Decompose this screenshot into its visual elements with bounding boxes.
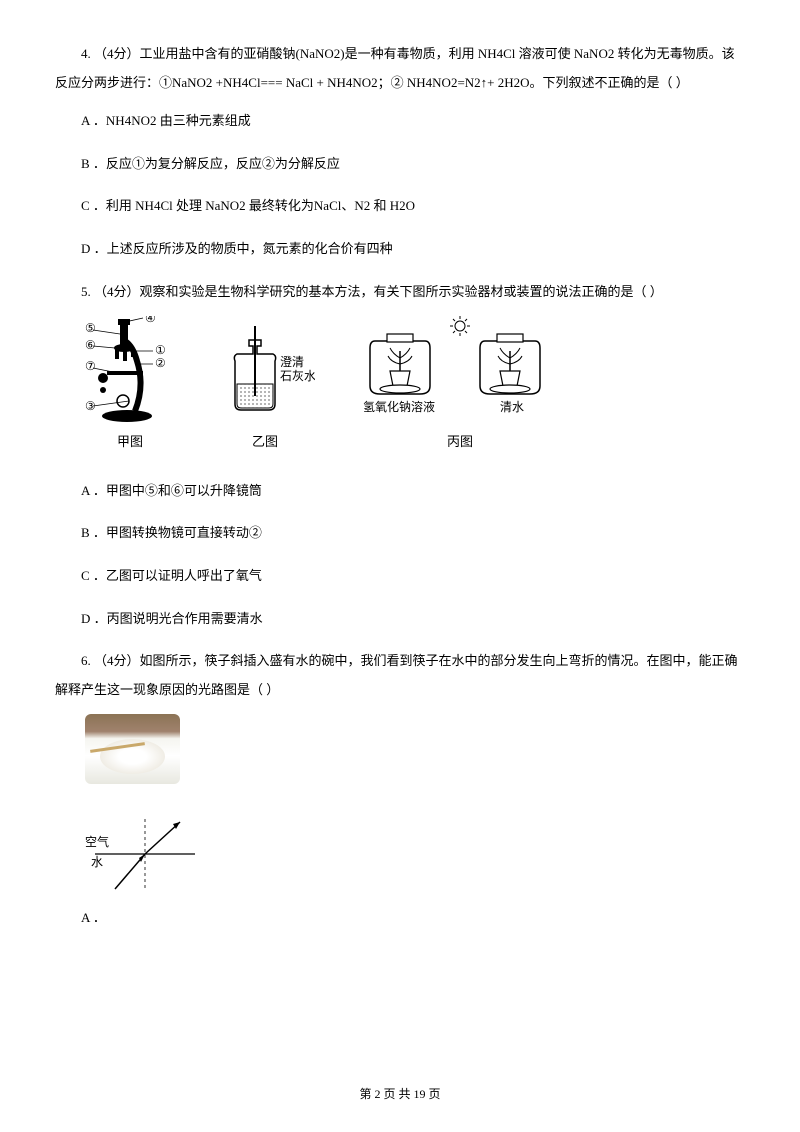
- page-footer: 第 2 页 共 19 页: [0, 1081, 800, 1107]
- q6-text: 6. （4分）如图所示，筷子斜插入盛有水的碗中，我们看到筷子在水中的部分发生向上…: [55, 647, 745, 704]
- fig2-caption: 乙图: [252, 428, 278, 457]
- fig1-caption: 甲图: [117, 428, 143, 457]
- q4-option-d: D ．上述反应所涉及的物质中，氮元素的化合价有四种: [55, 235, 745, 264]
- q4-option-c: C ．利用 NH4Cl 处理 NaNO2 最终转化为NaCl、N2 和 H2O: [55, 192, 745, 221]
- flask-label-2: 石灰水: [280, 369, 315, 383]
- light-diagram: 空气 水: [85, 804, 205, 904]
- plant-svg: 氢氧化钠溶液 清水: [355, 316, 565, 426]
- label-5: ⑤: [85, 321, 96, 335]
- label-1: ①: [155, 343, 166, 357]
- flask-svg: 澄清 石灰水: [215, 326, 315, 426]
- label-6: ⑥: [85, 338, 96, 352]
- figure-microscope: ① ② ③ ④ ⑤ ⑥ ⑦ 甲图: [85, 316, 175, 457]
- q5-option-c: C ．乙图可以证明人呼出了氧气: [55, 562, 745, 591]
- label-7: ⑦: [85, 359, 96, 373]
- flask-label-1: 澄清: [280, 354, 304, 369]
- q5-option-d: D ．丙图说明光合作用需要清水: [55, 605, 745, 634]
- bowl-photo: [85, 714, 180, 784]
- q4-text: 4. （4分）工业用盐中含有的亚硝酸钠(NaNO2)是一种有毒物质，利用 NH4…: [55, 40, 745, 97]
- label-4: ④: [145, 316, 156, 325]
- figure-flask: 澄清 石灰水 乙图: [215, 326, 315, 457]
- fig3-caption: 丙图: [447, 428, 473, 457]
- air-label: 空气: [85, 834, 109, 849]
- plant-label-2: 清水: [500, 400, 524, 414]
- q6-option-a: A ．: [55, 904, 745, 933]
- label-2: ②: [155, 356, 166, 370]
- q5-text: 5. （4分）观察和实验是生物科学研究的基本方法，有关下图所示实验器材或装置的说…: [55, 278, 745, 307]
- microscope-svg: ① ② ③ ④ ⑤ ⑥ ⑦: [85, 316, 175, 426]
- q5-figures: ① ② ③ ④ ⑤ ⑥ ⑦ 甲图: [85, 316, 745, 457]
- figure-plants: 氢氧化钠溶液 清水 丙图: [355, 316, 565, 457]
- water-label: 水: [91, 855, 103, 869]
- plant-label-1: 氢氧化钠溶液: [363, 399, 435, 414]
- q4-option-a: A ．NH4NO2 由三种元素组成: [55, 107, 745, 136]
- q5-option-b: B ．甲图转换物镜可直接转动②: [55, 519, 745, 548]
- q4-option-b: B ．反应①为复分解反应，反应②为分解反应: [55, 150, 745, 179]
- label-3: ③: [85, 399, 96, 413]
- q5-option-a: A ．甲图中⑤和⑥可以升降镜筒: [55, 477, 745, 506]
